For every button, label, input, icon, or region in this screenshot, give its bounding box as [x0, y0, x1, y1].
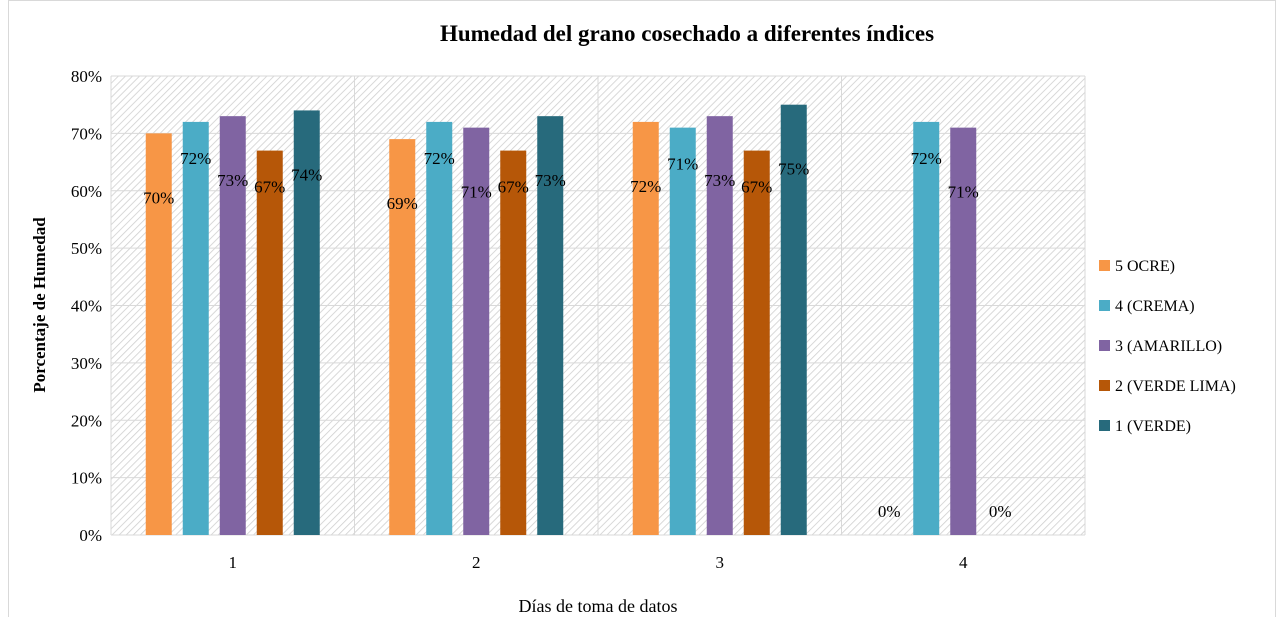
data-label: 71% [948, 183, 979, 202]
data-label: 71% [461, 183, 492, 202]
bar [632, 121, 659, 536]
bar [219, 116, 246, 535]
y-tick-label: 40% [71, 297, 102, 316]
bar [389, 139, 416, 536]
legend-label: 2 (VERDE LIMA) [1115, 378, 1236, 395]
data-label: 74% [291, 165, 322, 184]
data-label: 73% [704, 171, 735, 190]
bar [537, 116, 564, 535]
bar [145, 133, 172, 535]
data-label: 0% [989, 502, 1012, 521]
data-label: 70% [143, 188, 174, 207]
data-label: 75% [778, 160, 809, 179]
legend-label: 4 (CREMA) [1115, 298, 1195, 315]
bar-chart: Humedad del grano cosechado a diferentes… [30, 21, 1236, 616]
data-label: 72% [630, 177, 661, 196]
bar [256, 150, 283, 535]
y-axis-label: Porcentaje de Humedad [30, 217, 49, 393]
data-label: 69% [387, 194, 418, 213]
legend-label: 1 (VERDE) [1115, 418, 1191, 435]
data-label: 72% [424, 149, 455, 168]
legend-swatch [1099, 300, 1110, 311]
y-tick-label: 70% [71, 124, 102, 143]
bars [145, 104, 977, 536]
y-tick-label: 80% [71, 67, 102, 86]
bar [950, 127, 977, 535]
data-label: 72% [911, 149, 942, 168]
bar [182, 121, 209, 536]
data-label: 73% [217, 171, 248, 190]
x-tick-label: 3 [716, 553, 725, 572]
data-labels: 70% 69% 72% 0% 72% 72% 71% 72% 73% 71% 73% 71% 67% 67… [143, 149, 1011, 521]
bar [293, 110, 320, 536]
y-tick-label: 20% [71, 411, 102, 430]
x-tick-label: 2 [472, 553, 481, 572]
x-axis-label: Días de toma de datos [519, 596, 678, 616]
y-axis-ticks: 0% 10% 20% 30% 40% 50% 60% 70% 80% [71, 67, 102, 545]
data-label: 67% [741, 178, 772, 197]
bar [500, 150, 527, 535]
y-tick-label: 10% [71, 469, 102, 488]
y-tick-label: 30% [71, 354, 102, 373]
x-axis-ticks: 1 2 3 4 [229, 553, 969, 572]
data-label: 0% [878, 502, 901, 521]
legend-label: 3 (AMARILLO) [1115, 338, 1222, 355]
bar [706, 116, 733, 535]
legend-swatch [1099, 260, 1110, 271]
bar [463, 127, 490, 535]
x-tick-label: 4 [959, 553, 968, 572]
legend-swatch [1099, 380, 1110, 391]
data-label: 72% [180, 149, 211, 168]
bar [780, 104, 807, 535]
legend-swatch [1099, 340, 1110, 351]
y-tick-label: 0% [79, 526, 102, 545]
data-label: 71% [667, 155, 698, 174]
bar [669, 127, 696, 535]
bar [913, 121, 940, 536]
data-label: 73% [535, 171, 566, 190]
chart-container: Humedad del grano cosechado a diferentes… [8, 0, 1276, 617]
chart-title: Humedad del grano cosechado a diferentes… [440, 21, 934, 46]
legend: 5 OCRE) 4 (CREMA) 3 (AMARILLO) 2 (VERDE LIM… [1099, 258, 1236, 435]
data-label: 67% [254, 178, 285, 197]
legend-swatch [1099, 420, 1110, 431]
legend-label: 5 OCRE) [1115, 258, 1175, 275]
y-tick-label: 60% [71, 182, 102, 201]
data-label: 67% [498, 178, 529, 197]
x-tick-label: 1 [229, 553, 238, 572]
bar [743, 150, 770, 535]
y-tick-label: 50% [71, 239, 102, 258]
bar [426, 121, 453, 536]
